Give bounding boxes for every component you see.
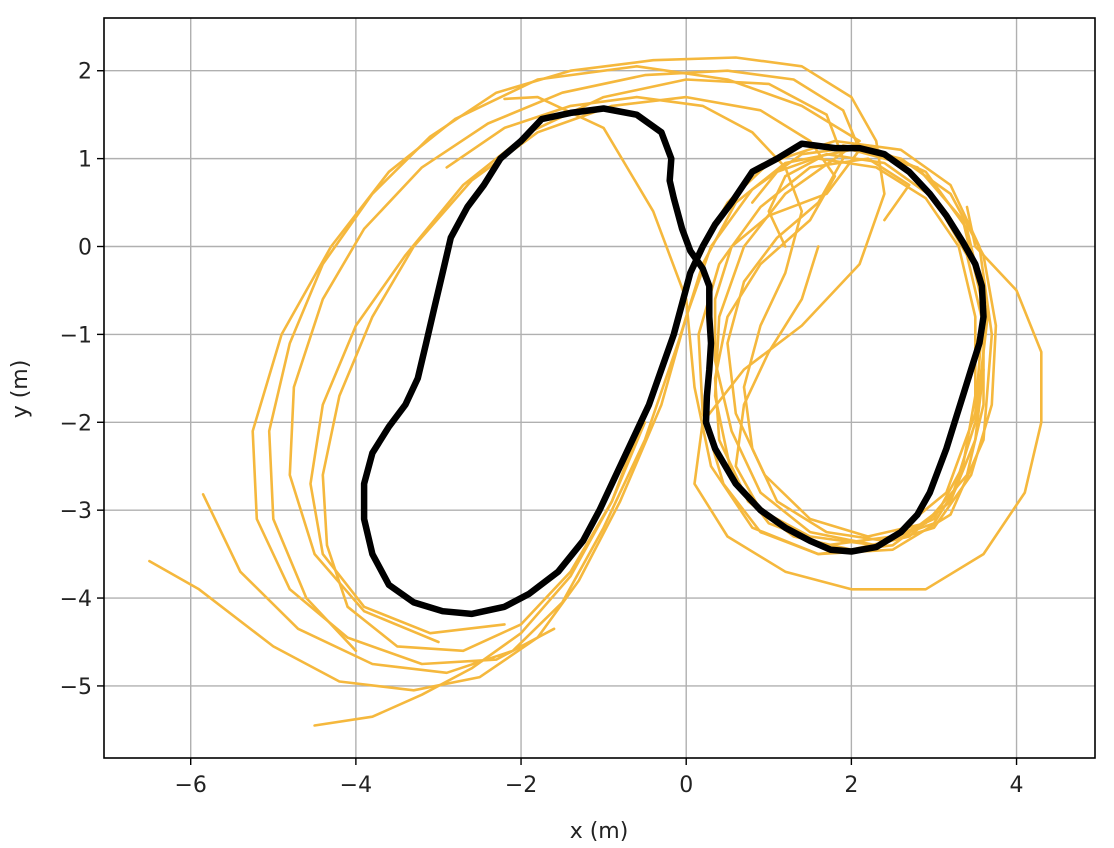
trajectory-line (148, 95, 989, 692)
trajectory-line (734, 157, 977, 547)
x-axis-ticks: −6 −4 −2 0 2 4 (174, 758, 1024, 798)
reference-loop-line (360, 105, 987, 618)
grid-lines (104, 18, 1095, 758)
x-tick-label: −4 (340, 773, 372, 798)
trajectory-line (321, 95, 985, 653)
trajectory-line (288, 69, 998, 644)
x-tick-label: −6 (174, 773, 206, 798)
x-tick-label: −2 (505, 773, 537, 798)
y-tick-label: −5 (60, 675, 92, 700)
plot-frame (103, 17, 1096, 759)
y-axis-ticks: −5 −4 −3 −2 −1 0 1 2 (60, 60, 104, 700)
y-tick-label: 0 (78, 236, 92, 261)
x-tick-label: 0 (679, 773, 693, 798)
y-tick-label: −3 (60, 499, 92, 524)
y-axis-label: y (m) (8, 360, 33, 419)
trajectory-paths (148, 56, 1043, 727)
y-tick-label: 2 (78, 60, 92, 85)
trajectory-line (267, 56, 1043, 653)
y-tick-label: −4 (60, 587, 92, 612)
trajectory-line (309, 78, 985, 635)
reference-path (360, 105, 987, 618)
y-tick-label: 1 (78, 148, 92, 173)
trajectory-line (445, 95, 960, 543)
y-tick-label: −2 (60, 411, 92, 436)
trajectory-line (313, 139, 994, 727)
x-axis-label: x (m) (570, 819, 629, 844)
series-group (148, 56, 1043, 727)
x-tick-label: 2 (844, 773, 858, 798)
trajectory-line (201, 65, 985, 675)
y-tick-label: −1 (60, 323, 92, 348)
x-tick-label: 4 (1010, 773, 1024, 798)
